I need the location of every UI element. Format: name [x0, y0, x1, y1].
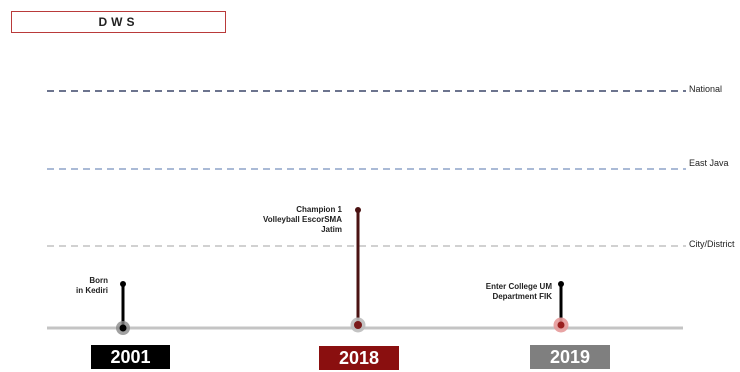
- level-label-national: National: [689, 84, 723, 94]
- year-badge-2018: 2018: [319, 346, 399, 370]
- event-top-dot-2001: [120, 281, 126, 287]
- event-top-dot-2018: [355, 207, 361, 213]
- year-label-2001: 2001: [110, 346, 151, 367]
- title-box: DWS: [11, 11, 226, 33]
- event-dot-2019: [557, 321, 565, 329]
- year-badge-2019: 2019: [530, 345, 610, 369]
- event-label-2019: Enter College UM Department FIK: [485, 282, 552, 301]
- level-label-city-district: City/District: [689, 239, 735, 249]
- event-label-2001: Born in Kediri: [75, 276, 108, 295]
- page-title: DWS: [98, 15, 139, 29]
- event-dot-2001: [119, 324, 127, 332]
- event-dot-2018: [354, 321, 362, 329]
- event-top-dot-2019: [558, 281, 564, 287]
- level-label-east-java: East Java: [689, 158, 729, 168]
- year-badge-2001: 2001: [91, 345, 170, 369]
- year-label-2018: 2018: [338, 347, 380, 368]
- year-label-2019: 2019: [549, 346, 591, 367]
- event-label-2018: Champion 1 Volleyball EscorSMA Jatim: [263, 205, 342, 234]
